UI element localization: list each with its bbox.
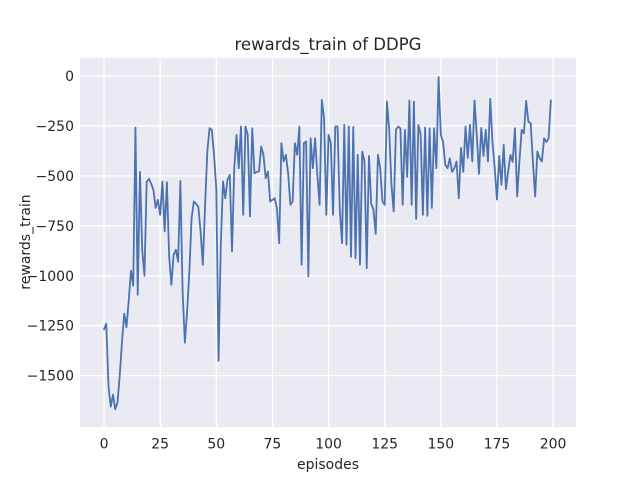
x-tick-label: 75 (264, 437, 282, 453)
x-tick-label: 125 (371, 437, 398, 453)
x-tick-label: 50 (207, 437, 225, 453)
gridlines (80, 58, 576, 427)
x-tick-label: 0 (100, 437, 109, 453)
x-tick-label: 150 (427, 437, 454, 453)
tick-labels: 0 25 50 75 100 125 150 175 200 0 −250 −500 −750 −1000… (27, 69, 567, 453)
x-tick-label: 100 (315, 437, 342, 453)
y-tick-label: 0 (65, 69, 74, 85)
y-tick-label: −1500 (27, 369, 74, 385)
y-tick-label: −250 (36, 119, 74, 135)
x-axis-label: episodes (297, 457, 359, 473)
y-tick-label: −500 (36, 169, 74, 185)
y-axis-label: rewards_train (18, 194, 34, 289)
y-tick-label: −750 (36, 219, 74, 235)
series-lines (103, 76, 552, 411)
series-line (103, 76, 552, 411)
y-tick-label: −1250 (27, 319, 74, 335)
x-tick-label: 25 (151, 437, 169, 453)
x-tick-label: 175 (484, 437, 511, 453)
y-tick-label: −1000 (27, 269, 74, 285)
x-tick-label: 200 (540, 437, 567, 453)
chart-title: rewards_train of DDPG (235, 35, 422, 55)
